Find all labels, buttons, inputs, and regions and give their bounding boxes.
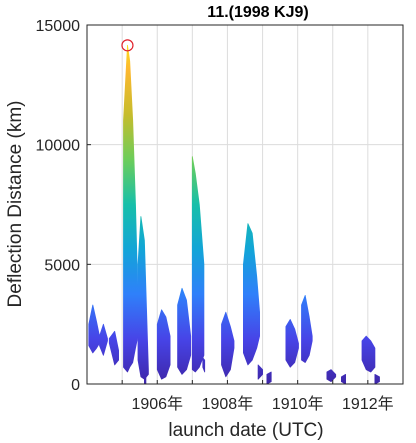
x-tick-label: 1908年 <box>202 395 254 413</box>
y-tick-label: 10000 <box>36 138 81 155</box>
deflection-band <box>144 374 146 384</box>
x-tick-label: 1910年 <box>272 395 324 413</box>
deflection-band <box>222 312 235 377</box>
deflection-band <box>302 295 313 362</box>
deflection-band <box>258 365 263 379</box>
deflection-band <box>341 374 345 384</box>
deflection-band <box>362 336 375 372</box>
deflection-band <box>327 370 336 382</box>
deflection-band <box>178 288 191 374</box>
deflection-band <box>375 374 380 384</box>
x-tick-label: 1912年 <box>342 395 394 413</box>
x-tick-label: 1906年 <box>131 395 183 413</box>
deflection-band <box>203 358 205 372</box>
deflection-band <box>286 319 299 367</box>
deflection-band <box>192 157 204 372</box>
deflection-band <box>243 224 259 365</box>
y-axis-label: Deflection Distance (km) <box>5 101 26 308</box>
y-tick-label: 5000 <box>44 257 80 274</box>
y-tick-label: 15000 <box>36 18 81 35</box>
y-tick-label: 0 <box>71 377 80 394</box>
plot-areas <box>89 45 380 384</box>
x-axis-label: launch date (UTC) <box>168 420 323 441</box>
deflection-band <box>267 372 271 384</box>
deflection-band <box>109 331 118 365</box>
deflection-band <box>157 310 170 379</box>
deflection-band <box>89 305 100 353</box>
deflection-band <box>100 324 108 355</box>
ticks: 0 5000 10000 15000 1906年 1908年 1910年 1912年 <box>36 18 394 413</box>
deflection-band <box>138 217 148 380</box>
deflection-band <box>124 45 139 372</box>
chart-title: 11.(1998 KJ9) <box>207 4 308 21</box>
